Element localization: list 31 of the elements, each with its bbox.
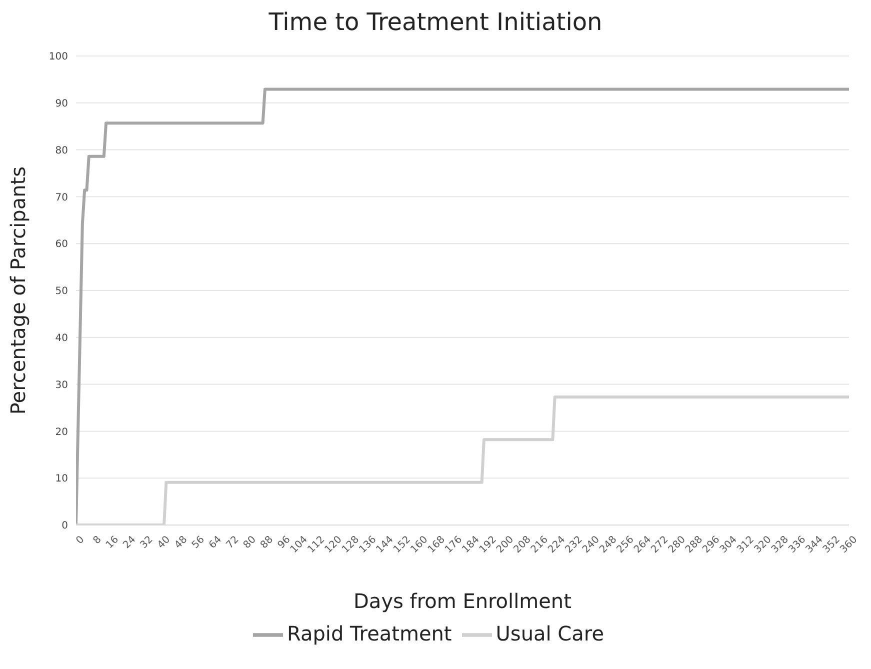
line-series xyxy=(76,395,849,525)
y-tick-label: 10 xyxy=(55,474,68,485)
x-tick-label: 48 xyxy=(172,534,190,551)
y-tick-label: 80 xyxy=(55,145,68,156)
y-tick-label: 90 xyxy=(55,98,68,110)
x-tick-label: 72 xyxy=(224,534,242,551)
x-tick-label: 24 xyxy=(121,534,138,551)
x-tick-label: 8 xyxy=(92,534,104,546)
line-series xyxy=(76,88,849,525)
y-tick-label: 0 xyxy=(62,520,68,532)
x-tick-label: 80 xyxy=(242,534,258,551)
y-tick-label: 70 xyxy=(55,192,68,204)
x-axis-title: Days from Enrollment xyxy=(354,589,572,613)
legend-label: Rapid Treatment xyxy=(286,621,452,646)
y-tick-label: 20 xyxy=(55,426,68,438)
x-tick-label: 56 xyxy=(190,534,207,551)
y-tick-label: 50 xyxy=(55,286,68,298)
x-tick-label: 0 xyxy=(74,534,87,546)
chart-title: Time to Treatment Initiation xyxy=(268,8,604,36)
x-tick-label: 32 xyxy=(138,534,156,551)
x-tick-label: 16 xyxy=(104,534,121,551)
y-tick-label: 100 xyxy=(48,52,68,63)
x-tick-label: 64 xyxy=(207,534,224,551)
y-tick-label: 40 xyxy=(55,332,68,344)
y-axis-title: Percentage of Parcipants xyxy=(6,166,30,415)
x-tick-label: 360 xyxy=(838,534,860,556)
x-tick-label: 88 xyxy=(258,534,276,551)
y-tick-label: 30 xyxy=(55,380,68,391)
x-tick-label: 40 xyxy=(156,534,172,551)
legend-label: Usual Care xyxy=(496,621,604,646)
y-tick-label: 60 xyxy=(55,239,68,250)
